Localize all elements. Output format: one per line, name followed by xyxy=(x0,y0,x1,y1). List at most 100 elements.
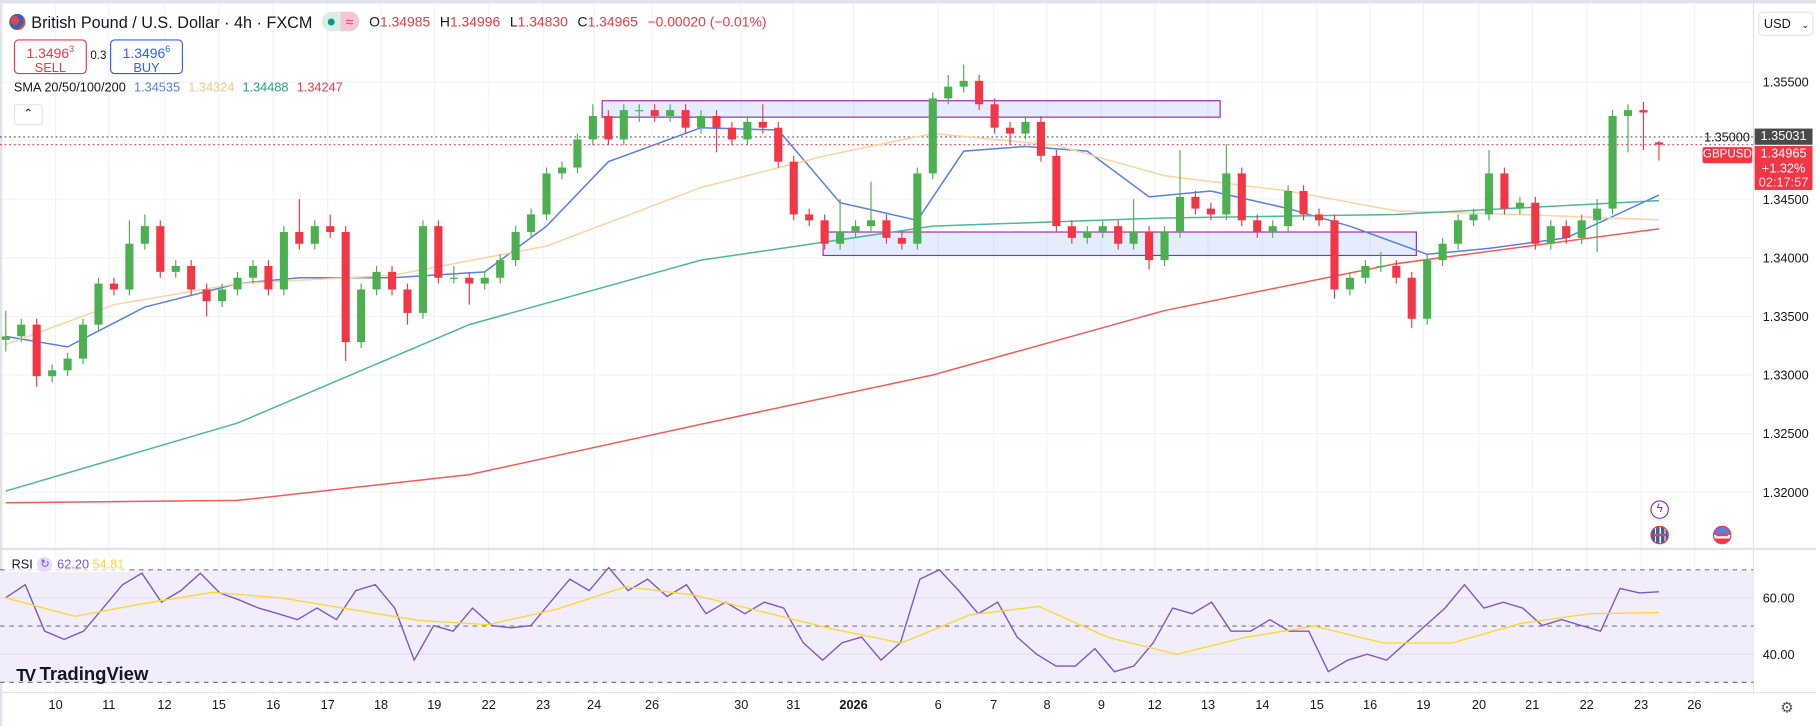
time-tick-label: 12 xyxy=(157,697,171,712)
time-tick-label: 14 xyxy=(1255,697,1269,712)
candle-up xyxy=(140,226,149,244)
time-tick-label: 26 xyxy=(645,697,659,712)
candle-down xyxy=(1145,232,1154,261)
candle-up xyxy=(1222,173,1231,215)
collapse-legend-button[interactable]: ⌃ xyxy=(13,104,43,126)
candle-up xyxy=(1129,232,1138,244)
time-tick-label: 15 xyxy=(1310,697,1324,712)
time-tick-label: 19 xyxy=(427,697,441,712)
top-border xyxy=(0,0,1816,4)
candle-down xyxy=(387,271,397,290)
tradingview-logo[interactable]: TV TradingView xyxy=(16,665,148,686)
symbol-title[interactable]: British Pound / U.S. Dollar · 4h · FXCM xyxy=(31,12,313,31)
us-flag-icon[interactable] xyxy=(1712,525,1732,545)
candle-up xyxy=(696,115,706,128)
candle-down xyxy=(990,104,999,128)
open-label: O xyxy=(369,13,380,30)
candle-up xyxy=(496,260,505,278)
sma-legend[interactable]: SMA 20/50/100/200 1.34535 1.34324 1.3448… xyxy=(14,81,347,95)
candle-down xyxy=(32,324,41,377)
candle-up xyxy=(1515,202,1524,209)
sell-price: 1.3496 xyxy=(26,45,70,62)
candle-up xyxy=(1284,190,1293,227)
buy-price: 1.3496 xyxy=(122,45,166,62)
low-value: 1.34830 xyxy=(517,13,568,30)
time-tick-label: 12 xyxy=(1148,697,1162,712)
rsi-legend[interactable]: RSI ↻ 62.20 54.81 xyxy=(6,557,130,573)
price-tick-label: 1.35500 xyxy=(1763,75,1809,90)
candle-down xyxy=(1407,277,1416,319)
candle-up xyxy=(78,324,88,359)
candle-up xyxy=(1021,121,1030,134)
candle-down xyxy=(774,127,783,162)
candle-down xyxy=(1392,266,1401,278)
time-tick-label: 2026 xyxy=(839,697,867,712)
candle-up xyxy=(1376,266,1385,268)
buy-price-pip: 6 xyxy=(165,44,171,55)
price-tick-label: 1.33000 xyxy=(1763,368,1809,383)
rsi-tick-label: 40.00 xyxy=(1763,647,1795,662)
candle-down xyxy=(820,220,829,244)
change-value: −0.00020 (−0.01%) xyxy=(647,13,767,30)
chart-canvas[interactable]: 10 11 12 15 16 17 18 19 22 23 24 26 30 31 2026 6 7 8 9 12 13… xyxy=(0,3,1816,726)
candle-down xyxy=(882,220,891,238)
close-label: C xyxy=(577,13,588,30)
candle-down xyxy=(202,289,211,302)
candle-down xyxy=(805,214,814,221)
time-tick-label: 26 xyxy=(1687,697,1701,712)
candle-down xyxy=(727,127,736,140)
time-tick-label: 6 xyxy=(935,697,942,712)
tradingview-logo-icon: TV xyxy=(16,665,36,686)
uk-flag-icon[interactable] xyxy=(1650,525,1669,545)
price-tick-label: 1.34500 xyxy=(1763,192,1809,207)
candle-up xyxy=(310,226,319,244)
sell-button[interactable]: 1.34963 SELL xyxy=(13,39,87,75)
candle-down xyxy=(465,277,474,284)
lightning-icon[interactable]: ϟ xyxy=(1650,500,1669,519)
close-value: 1.34965 xyxy=(587,13,638,30)
buy-label: BUY xyxy=(133,61,160,76)
time-tick-label: 22 xyxy=(482,697,496,712)
candle-down xyxy=(1036,121,1045,156)
candle-up xyxy=(1423,260,1432,319)
market-status[interactable]: ≈ xyxy=(321,11,359,32)
candle-down xyxy=(1562,226,1571,238)
candle-up xyxy=(527,214,536,233)
candle-up xyxy=(1361,266,1370,278)
time-tick-label: 10 xyxy=(49,697,63,712)
candle-up xyxy=(63,358,72,371)
rsi-label: RSI xyxy=(11,557,33,572)
candle-up xyxy=(1623,110,1633,116)
gear-icon[interactable]: ⚙ xyxy=(1780,698,1794,716)
candle-down xyxy=(1330,220,1339,290)
rsi-line xyxy=(5,566,1659,673)
candle-down xyxy=(1500,173,1509,209)
open-value: 1.34985 xyxy=(379,13,431,30)
candle-up xyxy=(851,226,860,233)
candle-down xyxy=(326,226,335,233)
candle-up xyxy=(1098,226,1107,233)
candle-up xyxy=(588,115,597,140)
candle-down xyxy=(1314,214,1324,221)
candle-up xyxy=(959,80,968,87)
time-tick-label: 13 xyxy=(1201,697,1215,712)
time-tick-label: 9 xyxy=(1098,697,1105,712)
market-open-dot-icon xyxy=(321,11,341,32)
time-tick-label: 19 xyxy=(1416,697,1430,712)
candle-down xyxy=(975,80,984,105)
spread-value: 0.3 xyxy=(90,49,107,63)
candle-up xyxy=(1454,220,1463,244)
candle-up xyxy=(1,336,10,340)
rectangle-drawing[interactable] xyxy=(601,100,1221,118)
candle-up xyxy=(1175,196,1185,233)
currency-select[interactable]: USD ⌄ xyxy=(1758,11,1814,36)
candle-up xyxy=(1268,226,1277,233)
ohlc-legend: O1.34985 H1.34996 L1.34830 C1.34965 −0.0… xyxy=(369,13,772,29)
candle-up xyxy=(1546,226,1555,244)
candle-up xyxy=(1438,243,1447,261)
candle-up xyxy=(666,110,675,116)
candle-up xyxy=(48,370,57,377)
time-tick-label: 18 xyxy=(374,697,388,712)
buy-button[interactable]: 1.34966 BUY xyxy=(110,39,183,76)
